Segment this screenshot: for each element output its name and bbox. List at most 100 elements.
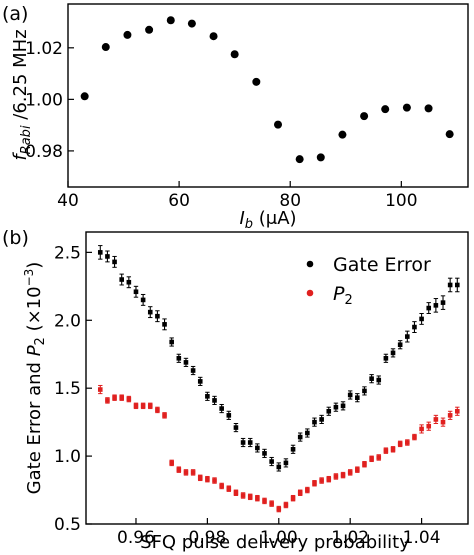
gate-error-marker-24 <box>269 459 274 464</box>
gate-error-point-11 <box>176 353 182 363</box>
p2-point-0 <box>97 384 103 395</box>
a-point-5 <box>187 19 196 28</box>
a-point-10 <box>295 155 304 164</box>
p2-marker-12 <box>183 470 189 475</box>
p2-marker-48 <box>440 419 446 425</box>
gate-error-point-23 <box>262 448 267 458</box>
p2-marker-16 <box>212 478 217 483</box>
legend-marker-p2 <box>306 289 314 297</box>
p2-point-21 <box>247 493 253 501</box>
p2-point-19 <box>233 489 239 496</box>
gate-error-point-13 <box>190 365 196 376</box>
gate-error-marker-10 <box>169 339 174 345</box>
a-xtick-label-2: 80 <box>279 191 301 211</box>
panel-a-frame <box>67 3 469 188</box>
p2-point-39 <box>376 454 382 461</box>
gate-error-point-15 <box>205 391 210 401</box>
ylabel-b-pre: Gate Error and <box>24 356 45 494</box>
gate-error-marker-6 <box>140 297 146 303</box>
gate-error-marker-50 <box>454 282 460 288</box>
gate-error-point-1 <box>105 250 110 263</box>
gate-error-marker-4 <box>126 279 132 285</box>
p2-marker-31 <box>319 478 324 483</box>
xlabel-unit: (μA) <box>253 208 297 229</box>
p2-marker-11 <box>176 467 182 472</box>
p2-point-16 <box>212 477 217 484</box>
p2-marker-39 <box>376 455 382 460</box>
gate-error-point-6 <box>140 293 146 306</box>
panel-a-ylabel: fRabi /6.25 MHz <box>10 29 34 160</box>
ylabel-b-sub: 2 <box>33 337 48 345</box>
p2-marker-46 <box>426 423 432 429</box>
gate-error-point-36 <box>355 393 360 403</box>
p2-marker-23 <box>262 498 267 504</box>
p2-point-8 <box>155 406 160 414</box>
p2-point-5 <box>133 402 139 410</box>
legend-marker-gate-error <box>306 260 314 268</box>
gate-error-marker-38 <box>369 376 374 381</box>
gate-error-point-8 <box>155 310 160 323</box>
a-point-4 <box>166 16 175 25</box>
b-xtick-label-1: 0.98 <box>188 528 226 548</box>
a-point-3 <box>145 25 154 34</box>
gate-error-point-25 <box>276 462 282 472</box>
a-point-16 <box>424 104 433 113</box>
p2-point-25 <box>276 505 282 513</box>
gate-error-marker-45 <box>419 316 424 322</box>
p2-marker-35 <box>347 470 353 475</box>
b-xtick-label-2: 1.00 <box>260 528 298 548</box>
a-point-9 <box>274 120 282 129</box>
gate-error-marker-1 <box>105 254 110 259</box>
gate-error-point-47 <box>433 298 439 313</box>
panel-b-xlabel: SFQ pulse delivery probability <box>140 532 410 553</box>
gate-error-marker-28 <box>297 434 303 440</box>
p2-point-12 <box>183 469 189 476</box>
p2-point-27 <box>290 494 296 502</box>
ylabel-b-unit: (×10 <box>24 286 45 337</box>
gate-error-point-26 <box>283 458 289 468</box>
p2-point-22 <box>255 494 260 502</box>
p2-marker-15 <box>205 476 210 482</box>
p2-marker-33 <box>333 474 339 479</box>
gate-error-point-24 <box>269 456 274 467</box>
ylabel-b-sup: −3 <box>22 269 36 287</box>
p2-marker-1 <box>105 398 110 403</box>
gate-error-marker-18 <box>226 413 232 418</box>
p2-point-20 <box>240 492 246 499</box>
gate-error-point-4 <box>126 276 132 289</box>
p2-marker-41 <box>390 447 396 452</box>
p2-point-11 <box>176 466 182 473</box>
a-point-12 <box>338 130 347 139</box>
gate-error-point-9 <box>162 318 167 331</box>
panel-a: (a) 40 60 80 100 0.98 1.00 1.02 Ib (μA) fRabi … <box>2 3 469 232</box>
p2-point-10 <box>169 459 174 467</box>
gate-error-marker-3 <box>119 277 125 282</box>
gate-error-marker-5 <box>133 289 139 295</box>
p2-point-33 <box>333 473 339 480</box>
p2-point-37 <box>362 461 367 468</box>
p2-marker-2 <box>112 395 117 400</box>
gate-error-marker-41 <box>390 350 396 356</box>
a-ytick-label-0: 0.98 <box>25 142 63 162</box>
gate-error-point-49 <box>447 277 453 293</box>
p2-point-28 <box>297 489 303 496</box>
gate-error-marker-32 <box>326 408 332 414</box>
p2-point-45 <box>419 424 424 434</box>
a-point-2 <box>123 30 132 39</box>
p2-marker-29 <box>305 487 310 493</box>
legend-label-p2: P2 <box>333 283 353 308</box>
gate-error-marker-47 <box>433 303 439 308</box>
p2-point-49 <box>447 410 453 420</box>
gate-error-marker-49 <box>447 282 453 288</box>
p2-point-38 <box>369 455 374 463</box>
p2-marker-18 <box>226 486 232 491</box>
p2-marker-24 <box>269 501 274 506</box>
ylabel-main: f <box>10 152 31 161</box>
gate-error-point-22 <box>255 443 260 453</box>
ylabel-b-close: ) <box>24 262 45 269</box>
gate-error-marker-29 <box>305 430 310 436</box>
gate-error-point-45 <box>419 312 424 325</box>
p2-point-35 <box>347 469 353 476</box>
panel-a-ticks: 40 60 80 100 0.98 1.00 1.02 <box>25 39 417 211</box>
gate-error-marker-22 <box>255 445 260 451</box>
